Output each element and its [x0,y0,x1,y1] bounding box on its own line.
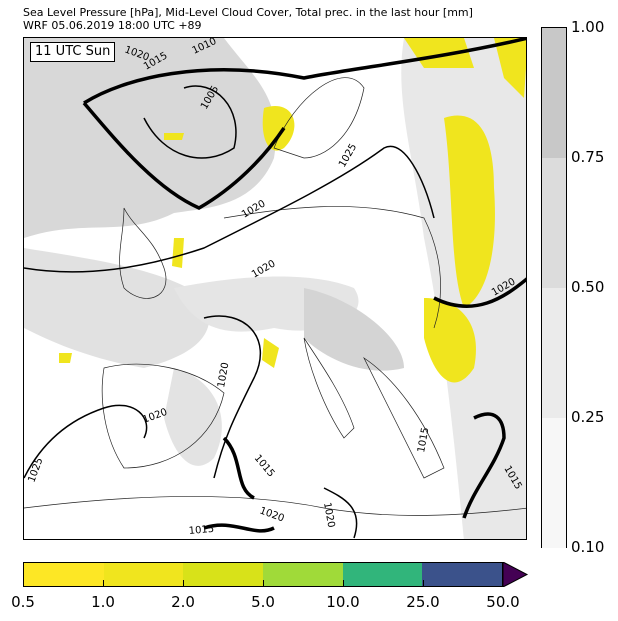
colorbar-band [342,563,423,586]
colorbar-band [542,418,566,548]
colorbar-band [422,563,503,586]
map-svg: 1020101510101005102010251020102010151020… [24,38,526,539]
isobar-bold [82,101,286,210]
colorbar-tick [183,580,184,586]
colorbar-band [263,563,343,586]
isobar-label: 1015 [416,427,431,454]
colorbar-band [183,563,264,586]
isobar-bold [203,523,275,533]
isobar-label: 1015 [252,453,277,480]
isobar-bold [222,436,255,500]
colorbar-tick [423,580,424,586]
border [223,206,441,329]
isobar [203,315,261,479]
coastline [101,363,225,469]
precip-area [59,353,72,363]
precip-area [262,106,295,151]
cloud-area [164,368,222,466]
figure-title: Sea Level Pressure [hPa], Mid-Level Clou… [23,6,473,19]
isobar [24,404,148,479]
colorbar-tick-label: 0.25 [571,408,605,426]
precip-area [262,338,279,368]
valid-time-label: 11 UTC Sun [30,42,116,62]
isobars [24,38,526,539]
precip-layer [59,38,526,383]
colorbar-tick-label: 1.0 [91,593,115,611]
isobar-label: 1025 [26,456,45,484]
precip-area [404,38,474,68]
precip-area [172,238,184,268]
coastlines [24,77,526,516]
colorbar-tick [103,580,104,586]
isobar-label: 1020 [258,505,286,524]
cloud-area [304,288,404,371]
isobar [24,145,435,273]
precip-area [164,133,184,140]
isobar-bold [83,38,526,105]
isobar-label: 1020 [321,502,336,529]
colorbar-band [24,563,104,586]
coastline [303,337,355,439]
precip-area [444,115,495,308]
coastline [119,207,167,299]
cloud-area [24,38,276,238]
colorbar-tick [343,580,344,586]
colorbar-band [542,158,566,288]
precipitation-colorbar [23,562,503,587]
isobar-label: 1015 [188,524,214,537]
map-panel: 1020 1015 1010 1005 1020 1025 1020 1020 1015 1020… [23,37,527,540]
colorbar-tick-label: 1.00 [571,18,605,36]
coastline [273,77,365,159]
isobar-label: 1020 [141,407,169,426]
colorbar-tick-label: 0.5 [11,593,35,611]
coastline [24,496,526,516]
isobar [323,487,358,539]
isobar-bold [462,412,506,519]
precip-area [494,38,526,98]
colorbar-tick-label: 50.0 [486,593,520,611]
colorbar-tick-label: 0.10 [571,538,605,556]
colorbar-band [542,28,566,158]
isobar-label: 1025 [337,142,359,170]
colorbar-band [542,288,566,418]
colorbar-tick-label: 0.75 [571,148,605,166]
coastline [363,356,445,479]
colorbar-tick-label: 5.0 [251,593,275,611]
colorbar-band [103,563,184,586]
figure-subtitle: WRF 05.06.2019 18:00 UTC +89 [23,19,202,32]
isobar-bold [433,277,526,308]
isobar [143,85,237,159]
precip-area [424,298,476,383]
cloud-cover-colorbar [541,27,567,548]
colorbar-tick-label: 25.0 [406,593,440,611]
colorbar-tick-label: 10.0 [326,593,360,611]
cloud-area [24,248,210,368]
isobar-label: 1020 [216,362,231,389]
colorbar-tick-label: 0.50 [571,278,605,296]
colorbar-extend-arrow [503,562,529,587]
colorbar-tick-label: 2.0 [171,593,195,611]
colorbar-tick [263,580,264,586]
